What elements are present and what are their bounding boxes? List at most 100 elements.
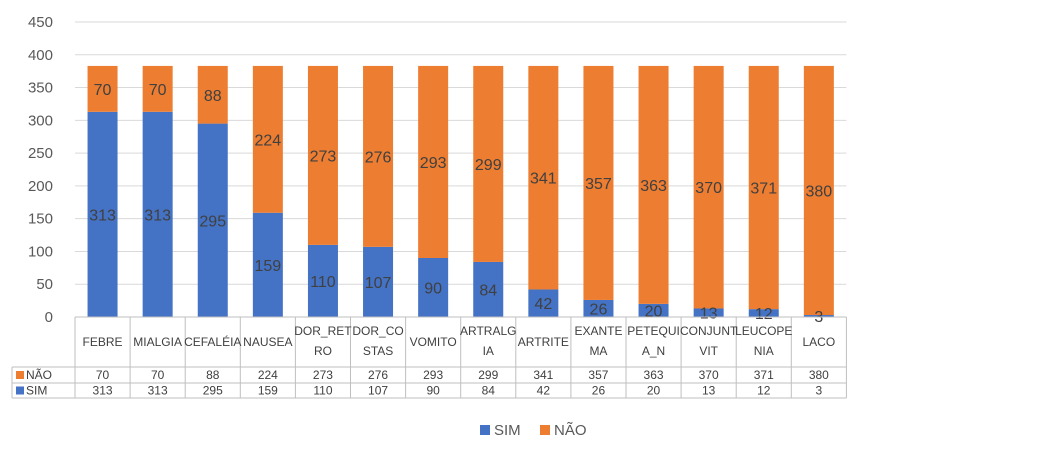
bar-sim xyxy=(363,246,394,317)
bar-sim xyxy=(307,244,338,317)
bar-sim xyxy=(528,289,559,317)
data-label-nao: 70 xyxy=(149,82,167,99)
table-cell: 293 xyxy=(423,368,443,382)
bar-nao xyxy=(748,65,779,310)
bar-sim xyxy=(473,261,504,317)
data-label-nao: 380 xyxy=(805,183,832,200)
category-label: LACO xyxy=(803,335,836,349)
category-label: A_N xyxy=(642,344,665,358)
bar-nao xyxy=(693,65,724,309)
category-label: NAUSEA xyxy=(243,335,292,349)
bar-nao xyxy=(142,65,173,112)
table-cell: 13 xyxy=(702,384,716,398)
table-cell: 20 xyxy=(647,384,661,398)
table-cell: 370 xyxy=(699,368,719,382)
data-label-nao: 273 xyxy=(310,148,337,165)
category-label: CEFALÉIA xyxy=(184,334,241,349)
legend: SIM NÃO xyxy=(480,422,587,439)
category-label: ARTRALG xyxy=(460,324,516,338)
bar-sim xyxy=(142,111,173,317)
data-label-sim: 107 xyxy=(365,275,392,292)
bar-nao xyxy=(197,65,228,124)
table-cell: 159 xyxy=(258,384,278,398)
data-label-sim: 12 xyxy=(755,306,773,323)
table-cell: 299 xyxy=(478,368,498,382)
data-label-sim: 42 xyxy=(534,296,552,313)
table-cell: 313 xyxy=(148,384,168,398)
data-label-nao: 370 xyxy=(695,180,722,197)
data-label-sim: 20 xyxy=(645,303,663,320)
table-cell: 110 xyxy=(313,384,332,398)
bar-sim xyxy=(693,308,724,317)
data-label-nao: 299 xyxy=(475,157,502,174)
gridlines xyxy=(75,21,847,285)
category-label: VOMITO xyxy=(410,335,457,349)
bar-sim xyxy=(638,303,669,317)
table-cell: 276 xyxy=(368,368,388,382)
table-cell: 380 xyxy=(809,368,829,382)
data-label-sim: 26 xyxy=(590,301,608,318)
category-label: CONJUNT xyxy=(680,324,738,338)
data-label-sim: 110 xyxy=(310,274,336,291)
table-cell: 273 xyxy=(313,368,333,382)
y-tick-label: 350 xyxy=(28,80,53,97)
table-row-header: NÃO xyxy=(26,368,52,382)
category-label: ARTRITE xyxy=(518,335,569,349)
data-label-sim: 159 xyxy=(254,258,281,275)
data-label-nao: 357 xyxy=(585,176,612,193)
data-label-sim: 13 xyxy=(700,306,718,323)
y-tick-label: 400 xyxy=(28,47,53,64)
table-cell: 70 xyxy=(151,368,165,382)
y-tick-label: 50 xyxy=(36,276,53,293)
bar-nao xyxy=(87,65,118,112)
table-legend-key xyxy=(16,371,24,379)
y-tick-label: 450 xyxy=(28,14,53,31)
bar-nao xyxy=(363,65,394,247)
table-cell: 107 xyxy=(368,384,388,398)
y-tick-label: 200 xyxy=(28,178,53,195)
category-label: PETEQUI xyxy=(627,324,680,338)
data-label-nao: 341 xyxy=(530,171,557,188)
table-cell: 42 xyxy=(537,384,551,398)
y-tick-label: 0 xyxy=(45,309,53,326)
table-cell: 90 xyxy=(426,384,440,398)
category-label: MA xyxy=(589,344,607,358)
data-label-nao: 276 xyxy=(365,149,392,166)
legend-key xyxy=(480,425,490,435)
legend-label: SIM xyxy=(494,422,521,439)
category-label: DOR_CO xyxy=(352,324,403,338)
bar-sim xyxy=(748,309,779,317)
y-tick-label: 250 xyxy=(28,145,53,162)
data-label-nao: 70 xyxy=(94,82,112,99)
table-cell: 70 xyxy=(96,368,110,382)
table-cell: 12 xyxy=(757,384,771,398)
legend-key xyxy=(540,425,550,435)
table-cell: 224 xyxy=(258,368,278,382)
category-label: EXANTE xyxy=(574,324,622,338)
bars xyxy=(87,65,834,317)
data-label-sim: 313 xyxy=(144,207,171,224)
category-label: LEUCOPE xyxy=(735,324,792,338)
bar-nao xyxy=(583,65,614,300)
bar-sim xyxy=(803,315,834,317)
table-cell: 357 xyxy=(588,368,608,382)
bar-sim xyxy=(197,123,228,317)
bar-nao xyxy=(307,65,338,245)
table-cell: 313 xyxy=(93,384,113,398)
bar-sim xyxy=(87,111,118,317)
category-label: NIA xyxy=(754,344,774,358)
category-label: VIT xyxy=(699,344,718,358)
table-cell: 3 xyxy=(816,384,823,398)
bar-nao xyxy=(252,65,283,213)
bar-sim xyxy=(252,212,283,317)
data-label-sim: 90 xyxy=(424,281,442,298)
table-cell: 84 xyxy=(482,384,496,398)
category-label: FEBRE xyxy=(83,335,123,349)
category-label: RO xyxy=(314,344,332,358)
bar-sim xyxy=(583,299,614,317)
bar-sim xyxy=(418,258,449,317)
table-cell: 26 xyxy=(592,384,606,398)
data-label-sim: 313 xyxy=(89,207,116,224)
data-label-nao: 224 xyxy=(254,132,281,149)
